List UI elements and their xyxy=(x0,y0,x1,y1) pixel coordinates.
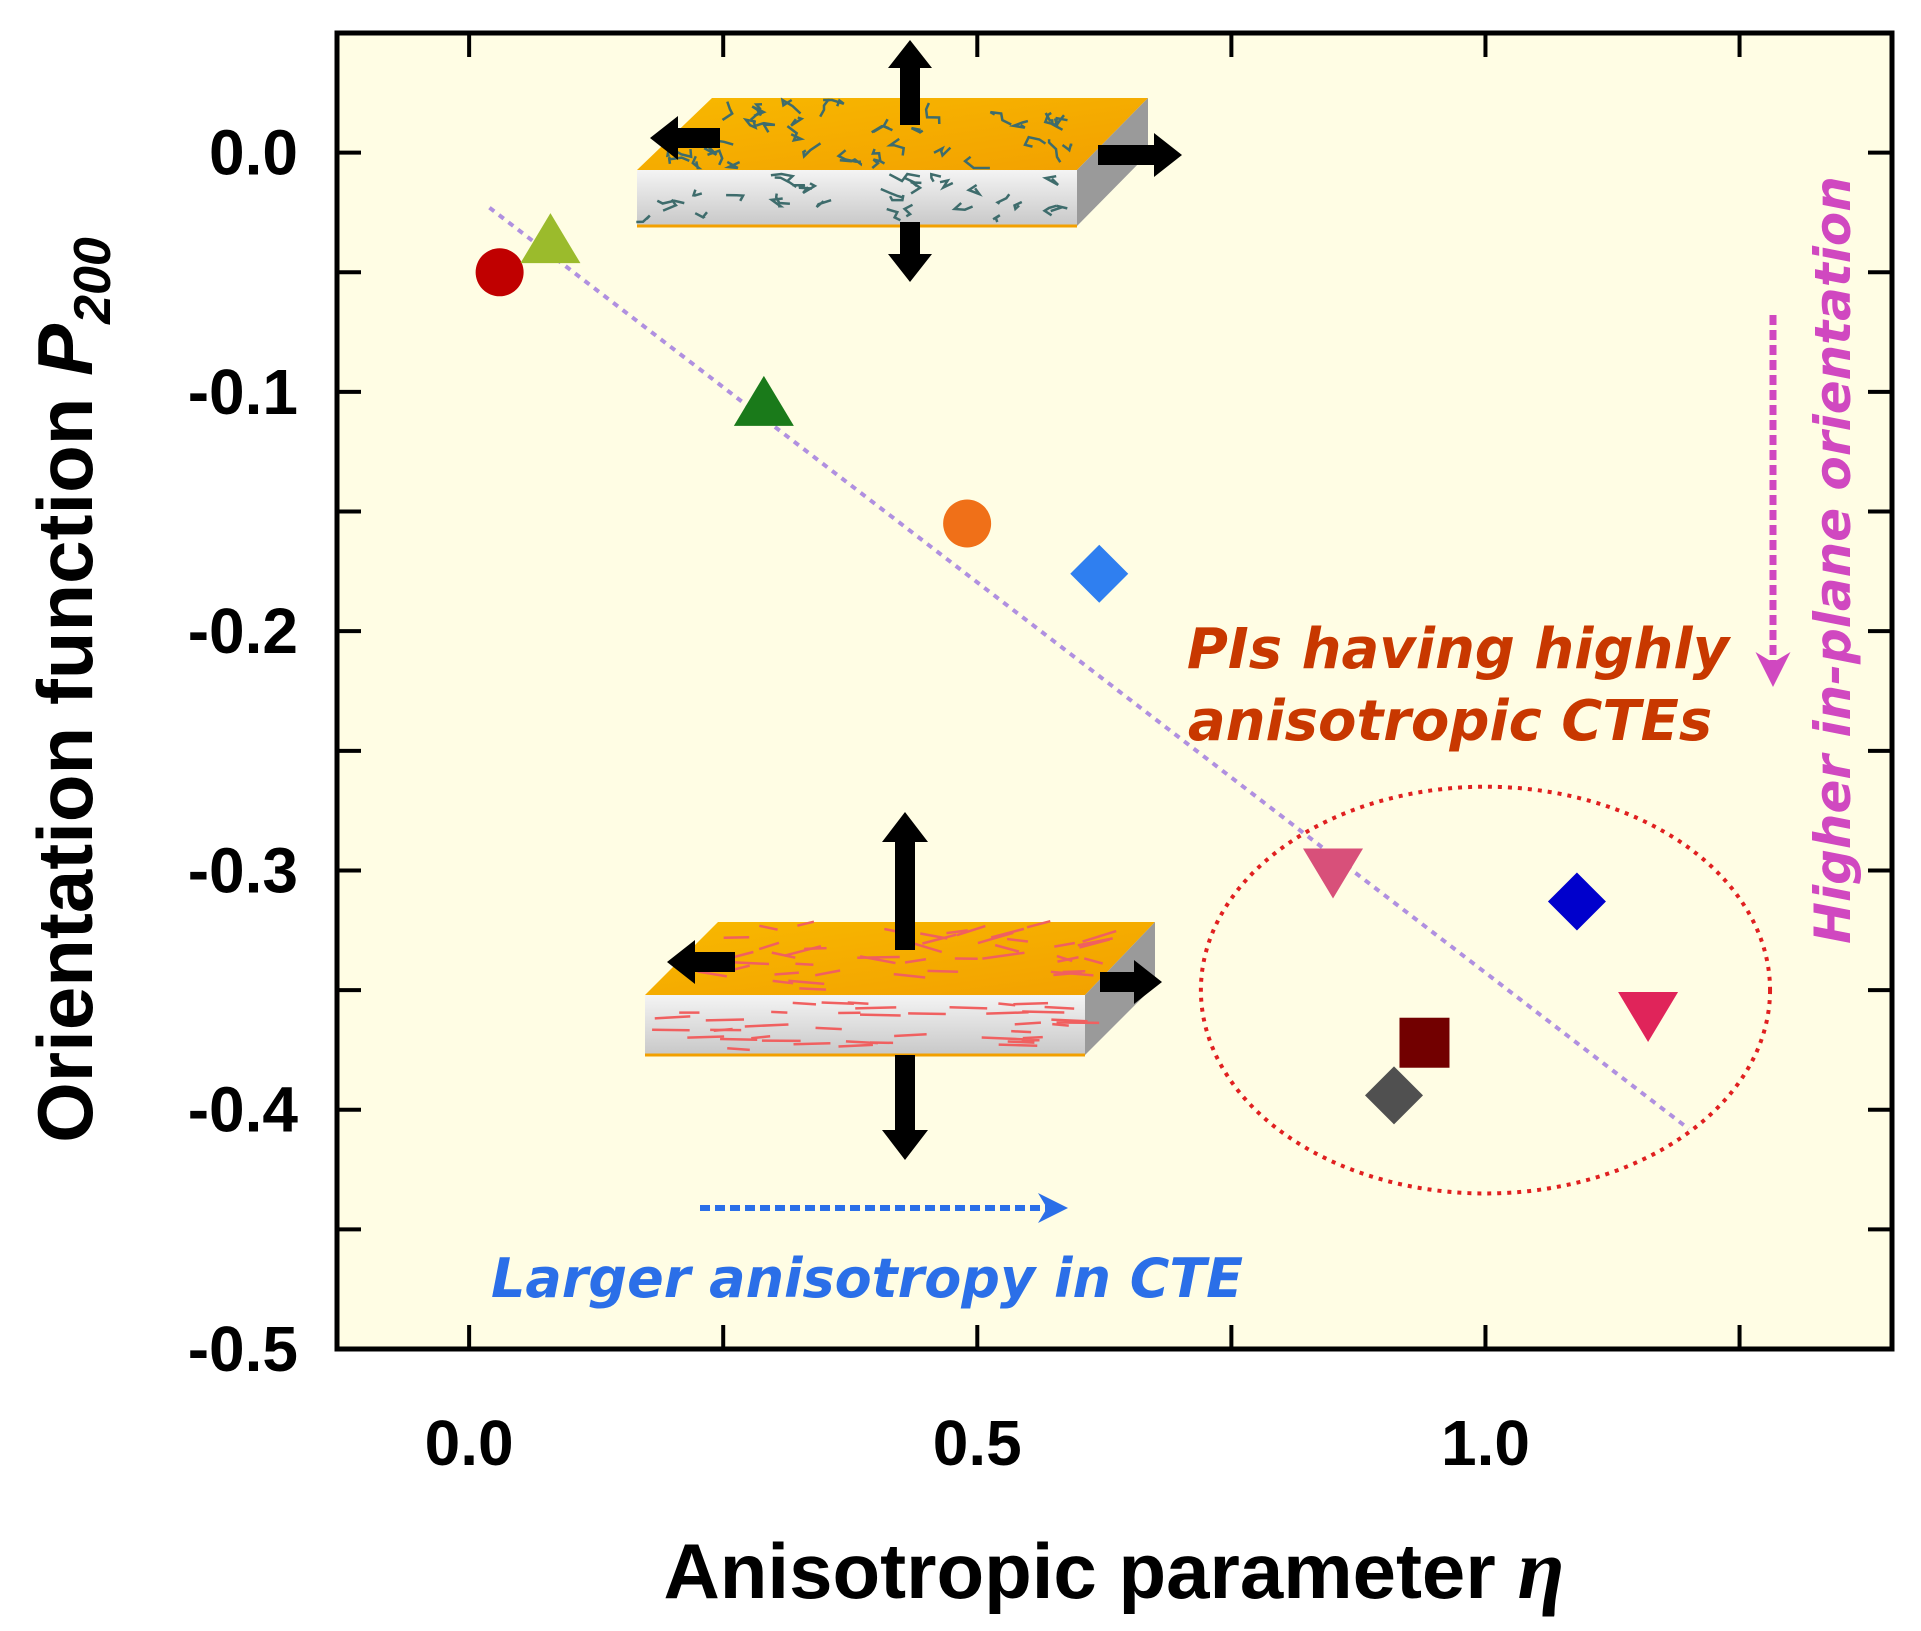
point-diamond xyxy=(1070,544,1129,603)
point-triangle-up xyxy=(733,375,794,426)
point-diamond xyxy=(1547,872,1606,931)
point-triangle-down xyxy=(1618,992,1679,1043)
y-tick-label: -0.4 xyxy=(188,1074,299,1146)
point-circle xyxy=(475,248,524,297)
point-diamond xyxy=(1364,1066,1423,1125)
data-points xyxy=(475,213,1679,1125)
point-triangle-down xyxy=(1303,848,1364,899)
plot-area xyxy=(334,30,1895,1352)
point-triangle-up xyxy=(520,213,581,264)
black-arrows-bottom xyxy=(667,812,1162,1160)
annotation-highly-anisotropic-line1: PIs having highly xyxy=(1187,617,1732,682)
tick-labels: 0.0 -0.1 -0.2 -0.3 -0.4 -0.5 0.0 0.5 1.0 xyxy=(188,117,1530,1479)
point-square xyxy=(1399,1017,1450,1068)
x-tick-label: 1.0 xyxy=(1441,1407,1530,1479)
y-tick-label: -0.1 xyxy=(188,356,298,428)
annotation-larger-anisotropy: Larger anisotropy in CTE xyxy=(491,1247,1243,1310)
y-tick-label: -0.3 xyxy=(188,834,298,906)
point-circle xyxy=(943,499,992,548)
x-tick-label: 0.5 xyxy=(933,1407,1022,1479)
annotation-higher-inplane: Higher in-plane orientation xyxy=(1804,176,1862,944)
axis-ticks xyxy=(337,33,1892,1351)
trend-line xyxy=(488,206,1690,1131)
x-axis-title: Anisotropic parameter η xyxy=(663,1521,1564,1617)
black-arrows-top xyxy=(650,40,1182,282)
y-tick-label: -0.5 xyxy=(188,1313,298,1385)
film-illustration-bottom xyxy=(645,812,1162,1160)
highlight-ellipse xyxy=(1198,784,1773,1196)
y-tick-label: 0.0 xyxy=(209,117,298,189)
ellipse-outline xyxy=(1198,784,1773,1196)
y-axis-title: Orientation function P200 xyxy=(21,237,122,1143)
annotation-highly-anisotropic-line2: anisotropic CTEs xyxy=(1188,689,1712,754)
x-tick-label: 0.0 xyxy=(425,1407,514,1479)
film-illustration-top xyxy=(636,40,1182,282)
y-tick-label: -0.2 xyxy=(188,595,298,667)
trend-line-path xyxy=(488,206,1690,1131)
